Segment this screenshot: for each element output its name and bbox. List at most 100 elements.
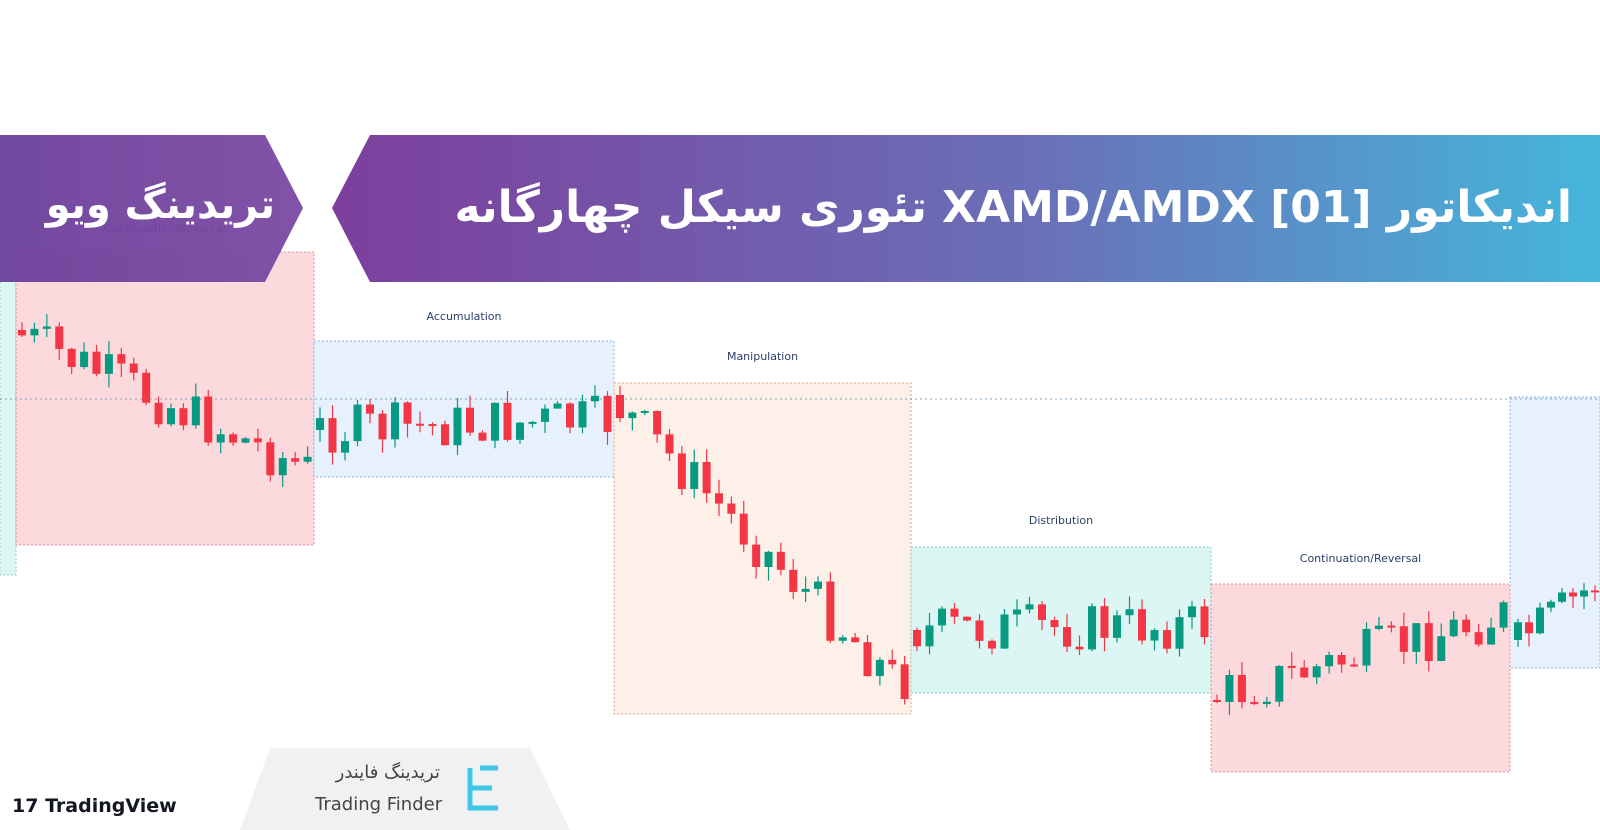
candle-body [925,625,934,647]
candle-body [1113,615,1121,638]
candle-body [640,411,649,414]
candle-body [142,372,151,403]
candle-body [1350,664,1359,667]
candle-body [1025,604,1034,610]
candle-body [1100,606,1109,638]
candle-body [1525,622,1533,634]
candle-body [1558,592,1566,602]
candle-body [789,569,798,592]
zone-label: Distribution [1029,514,1093,527]
candle-body [1013,609,1021,615]
candle-body [316,418,324,430]
logo-en: Trading Finder [314,794,443,815]
candle-body [1038,604,1046,620]
candle-body [466,407,474,433]
candle-body [1088,606,1096,650]
candle-body [1188,606,1196,618]
candle-body [801,588,810,592]
candle-body [1474,632,1483,645]
candle-body [603,395,612,432]
candle-body [814,581,822,589]
candle-body [739,513,748,545]
zone-label: Continuation/Reversal [1300,552,1421,565]
candle-body [1262,701,1271,705]
zone-box [1210,583,1511,773]
candle-body [1437,636,1446,661]
candle-body [851,637,860,643]
candle-body [938,608,946,626]
candle-body [503,402,512,440]
candle-body [1200,606,1209,638]
candle-body [1163,630,1171,649]
candle-body [391,402,399,440]
candle-body [1150,630,1159,641]
candle-body [80,351,89,368]
candle-body [690,462,699,490]
candle-body [353,404,362,442]
candle-body [653,411,662,435]
candle-body [204,396,213,443]
candle-body [541,408,549,422]
candle-body [154,402,163,425]
candle-body [266,442,275,476]
candle-body [888,659,897,665]
candle-body [1063,627,1071,647]
candle-body [1547,601,1555,608]
candle-body [616,395,624,419]
title: اندیکاتور [01] XAMD/AMDX تئوری سیکل چهار… [454,181,1572,233]
candle-body [677,453,686,490]
candle-body [1250,702,1259,705]
candle-body [1312,666,1321,678]
candle-body [104,354,113,374]
candle-body [578,401,587,428]
tradingview-logo: 17 TradingView [12,795,177,817]
candle-body [1300,667,1309,678]
candle-body [278,458,287,476]
zone-box [613,382,912,715]
candle-body [665,434,674,454]
candle-body [328,418,337,453]
logo-fa: تریدینگ فایندر [335,761,440,783]
candle-body [1125,609,1134,616]
candle-body [1237,674,1246,703]
candle-body [441,424,449,446]
candle-body [30,328,39,336]
candle-body [1499,602,1508,628]
candle-body [1412,623,1421,652]
candle-body [428,424,437,427]
candle-body [42,326,51,329]
candle-body [67,348,76,368]
candle-body [516,422,524,440]
candle-body [553,403,562,409]
candle-body [1287,665,1296,668]
candle-body [1462,619,1471,633]
candle-body [950,608,959,617]
candle-body [55,326,64,349]
candle-body [838,637,847,641]
candle-body [727,503,736,514]
candle-body [1424,623,1433,661]
candle-body [416,423,424,426]
candle-body [528,421,537,424]
candle-body [1362,628,1371,666]
candle-body [752,544,761,567]
candle-body [129,363,138,373]
candle-body [975,620,984,641]
logo-tile [240,748,570,830]
candle-body [1591,590,1599,593]
candle-body [1536,607,1544,634]
candle-body [875,659,884,677]
candle-body [253,438,262,443]
candle-body [1325,655,1334,667]
candle-body [591,395,599,402]
zone-label: Accumulation [427,310,502,323]
zone-label: Manipulation [727,350,798,363]
candle-body [715,493,723,504]
candle-body [216,434,225,443]
candle-body [913,630,921,647]
candle-body [776,551,785,570]
candle-body [988,640,996,649]
candle-body [303,456,312,462]
candle-body [566,403,574,428]
